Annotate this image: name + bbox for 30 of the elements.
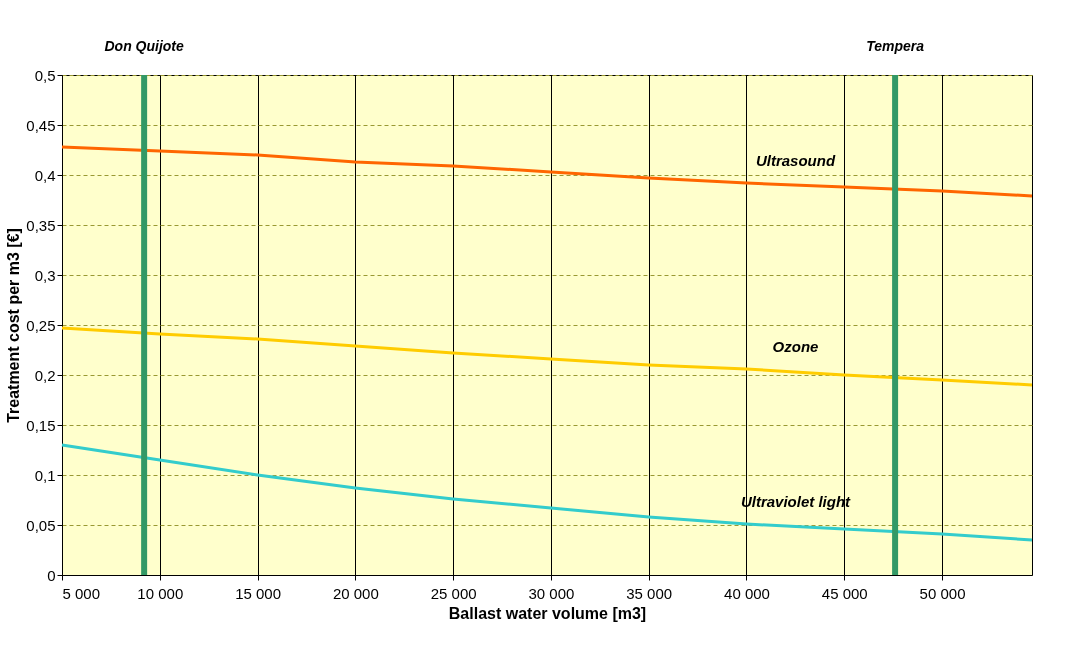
y-tick-label: 0,15 [26,416,56,434]
line-series [60,145,1034,198]
series-label: Ozone [772,338,819,355]
x-tick-label: 30 000 [528,584,575,602]
x-tick-label: 10 000 [137,584,184,602]
x-tick-label: 25 000 [430,584,477,602]
series-label: Ultrasound [755,152,836,169]
x-tick-label: 40 000 [724,584,770,602]
y-tick-label: 0,5 [34,66,56,84]
x-tick-label: 5 000 [62,584,101,602]
ref-line-label: Tempera [866,38,925,54]
line-series [60,443,1034,542]
y-axis-title: Treatment cost per m3 [€] [5,228,23,423]
x-tick-label: 45 000 [821,584,868,602]
y-tick-label: 0,25 [26,316,56,334]
x-tick-label: 50 000 [919,584,966,602]
y-tick-label: 0,1 [34,466,56,484]
line-series [60,326,1034,387]
y-tick-label: 0,35 [26,216,56,234]
x-tick-label: 15 000 [235,584,282,602]
y-tick-label: 0,45 [26,116,56,134]
x-axis-title: Ballast water volume [m3] [448,604,647,622]
y-tick-label: 0,4 [34,166,56,184]
y-tick-label: 0,2 [34,366,56,384]
x-tick-label: 35 000 [626,584,673,602]
ref-line-label: Don Quijote [104,38,185,54]
y-tick-label: 0 [47,566,56,584]
x-tick-label: 20 000 [332,584,379,602]
y-tick-label: 0,05 [26,516,56,534]
y-tick-label: 0,3 [34,266,56,284]
